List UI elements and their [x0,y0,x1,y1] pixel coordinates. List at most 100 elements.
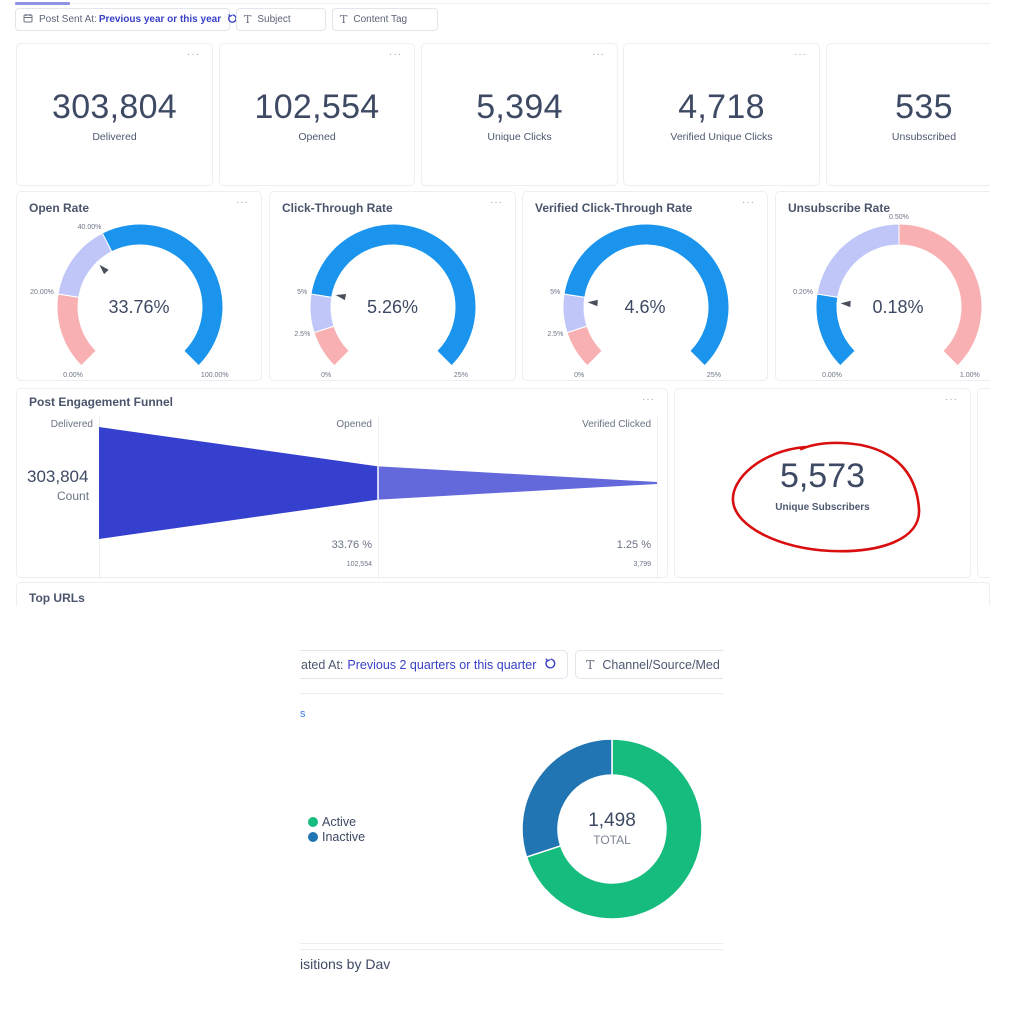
card-menu-button[interactable]: ··· [642,394,655,405]
card-menu-button[interactable]: ··· [592,49,605,60]
gauge-segment-2 [310,223,477,367]
gauge-segment-1 [57,232,113,298]
email-dashboard-screenshot: Post Sent At: Previous year or this year… [15,2,990,606]
gauge-tick-label: 0.20% [793,289,813,297]
gauge-value: 4.6% [624,297,666,317]
gauge-tick-label: 2.5% [547,330,564,338]
gauge-tick-label: 5% [297,289,308,297]
gauge-title: Click-Through Rate [282,201,393,215]
donut-chart: 1,498 TOTAL [521,738,703,920]
funnel-segment-delivered [99,427,378,539]
gauge-pointer [582,297,600,309]
gauge-tick-label: 25% [706,371,721,379]
filter-post-sent-at[interactable]: Post Sent At: Previous year or this year [15,8,237,31]
kpi-value: 5,394 [476,88,563,126]
card-menu-button[interactable]: ··· [742,197,755,208]
divider [300,943,723,944]
subscriber-dashboard-screenshot: ated At: Previous 2 quarters or this qua… [300,638,723,978]
legend-item-inactive[interactable]: Inactive [308,829,365,844]
text-icon: T [340,13,348,26]
text-icon: T [586,657,595,672]
funnel-stage-label: Verified Clicked [582,419,651,430]
kpi-value: 303,804 [51,88,177,126]
gauge-chart [56,223,224,367]
donut-slice-active [525,738,703,920]
gauge-chart [562,223,730,367]
filter-label: Subject [257,14,291,25]
gauge-segment-2 [563,223,730,367]
gauge-segment-2 [898,223,983,367]
gauge-tick-label: 0% [574,371,585,379]
funnel-stage-count: 3,799 [633,561,651,568]
section-link-stub[interactable]: s [300,708,306,720]
filter-content-tag[interactable]: T Content Tag [332,8,438,31]
funnel-stage-count: 102,554 [346,561,372,568]
gauge-title: Open Rate [29,201,90,215]
gauge-pointer [96,261,112,277]
filter-created-at[interactable]: ated At: Previous 2 quarters or this qua… [300,650,568,679]
gauge-card-unsubscribe-rate: Unsubscribe Rate 0.18% 0.00% 0.20% 0.50% 1.… [775,191,990,381]
gauge-value: 33.76% [108,297,170,317]
funnel-stage-label: Opened [336,419,372,430]
gauge-pointer [330,292,348,303]
funnel-stage-percent: 33.76 % [331,539,372,551]
card-menu-button[interactable]: ··· [794,49,807,60]
kpi-card-unsubscribed: 535 Unsubscribed [826,43,990,186]
filter-channel-source-medium[interactable]: T Channel/Source/Med [575,650,723,679]
legend-swatch [308,816,318,827]
section-title: isitions by Dav [300,956,391,972]
kpi-value: 5,573 [779,457,866,495]
gauge-tick-label: 0.00% [822,371,842,379]
donut-legend: Active Inactive [308,814,365,844]
donut-slice-inactive [521,738,613,858]
reset-icon[interactable] [227,13,238,27]
filter-value: Previous year or this year [98,14,222,25]
card-menu-button[interactable]: ··· [389,49,402,60]
kpi-label: Delivered [92,131,137,143]
gauge-card-click-through-rate: Click-Through Rate ··· 5.26% 0% 2.5% 5% 25% [269,191,516,381]
gauge-tick-label: 0.50% [889,214,909,221]
funnel-first-caption: Count [57,489,90,503]
gauge-card-open-rate: Open Rate ··· 33.76% 0.00% 20.00% 40.00% 10… [16,191,262,381]
filter-label: Post Sent At: [39,14,97,25]
text-icon: T [244,13,252,26]
kpi-value: 4,718 [678,88,765,126]
funnel-card: Post Engagement Funnel ··· Delivered Ope… [16,388,668,579]
gauge-chart [815,223,983,367]
card-menu-button[interactable]: ··· [236,197,249,208]
gauge-tick-label: 0% [321,371,332,379]
kpi-label: Verified Unique Clicks [670,131,773,143]
kpi-label: Unique Subscribers [775,502,870,513]
gauge-tick-label: 5% [550,289,561,297]
calendar-icon [23,13,33,26]
kpi-label: Unsubscribed [891,131,957,143]
filter-label: Channel/Source/Med [602,657,720,672]
funnel-first-value: 303,804 [27,467,89,486]
funnel-segment-opened [378,466,657,500]
gauge-card-verified-click-through-rate: Verified Click-Through Rate ··· 4.6% 0% 2… [522,191,768,381]
card-menu-button[interactable]: ··· [187,49,200,60]
filter-label: Content Tag [353,14,408,25]
funnel-divider [657,415,658,579]
gauge-segment-0 [566,325,603,367]
kpi-card-delivered: ··· 303,804 Delivered [16,43,213,186]
gauge-tick-label: 2.5% [294,330,311,338]
top-urls-title: Top URLs [29,591,85,605]
red-annotation-circle [731,441,921,553]
gauge-tick-label: 100.00% [200,371,229,379]
kpi-value: 102,554 [254,88,380,126]
legend-item-active[interactable]: Active [308,814,365,829]
kpi-label: Opened [298,131,336,143]
gauge-tick-label: 40.00% [77,223,102,231]
card-menu-button[interactable]: ··· [945,394,958,405]
card-menu-button[interactable]: ··· [490,197,503,208]
gauge-tick-label: 25% [453,371,468,379]
reset-icon[interactable] [544,657,557,673]
funnel-stage-label: Delivered [50,419,93,430]
filter-subject[interactable]: T Subject [236,8,326,31]
clipped-card [977,388,990,578]
funnel-title: Post Engagement Funnel [29,395,174,409]
top-urls-card: Top URLs [16,582,990,606]
kpi-label: Unique Clicks [487,131,552,143]
kpi-card-opened: ··· 102,554 Opened [219,43,415,186]
